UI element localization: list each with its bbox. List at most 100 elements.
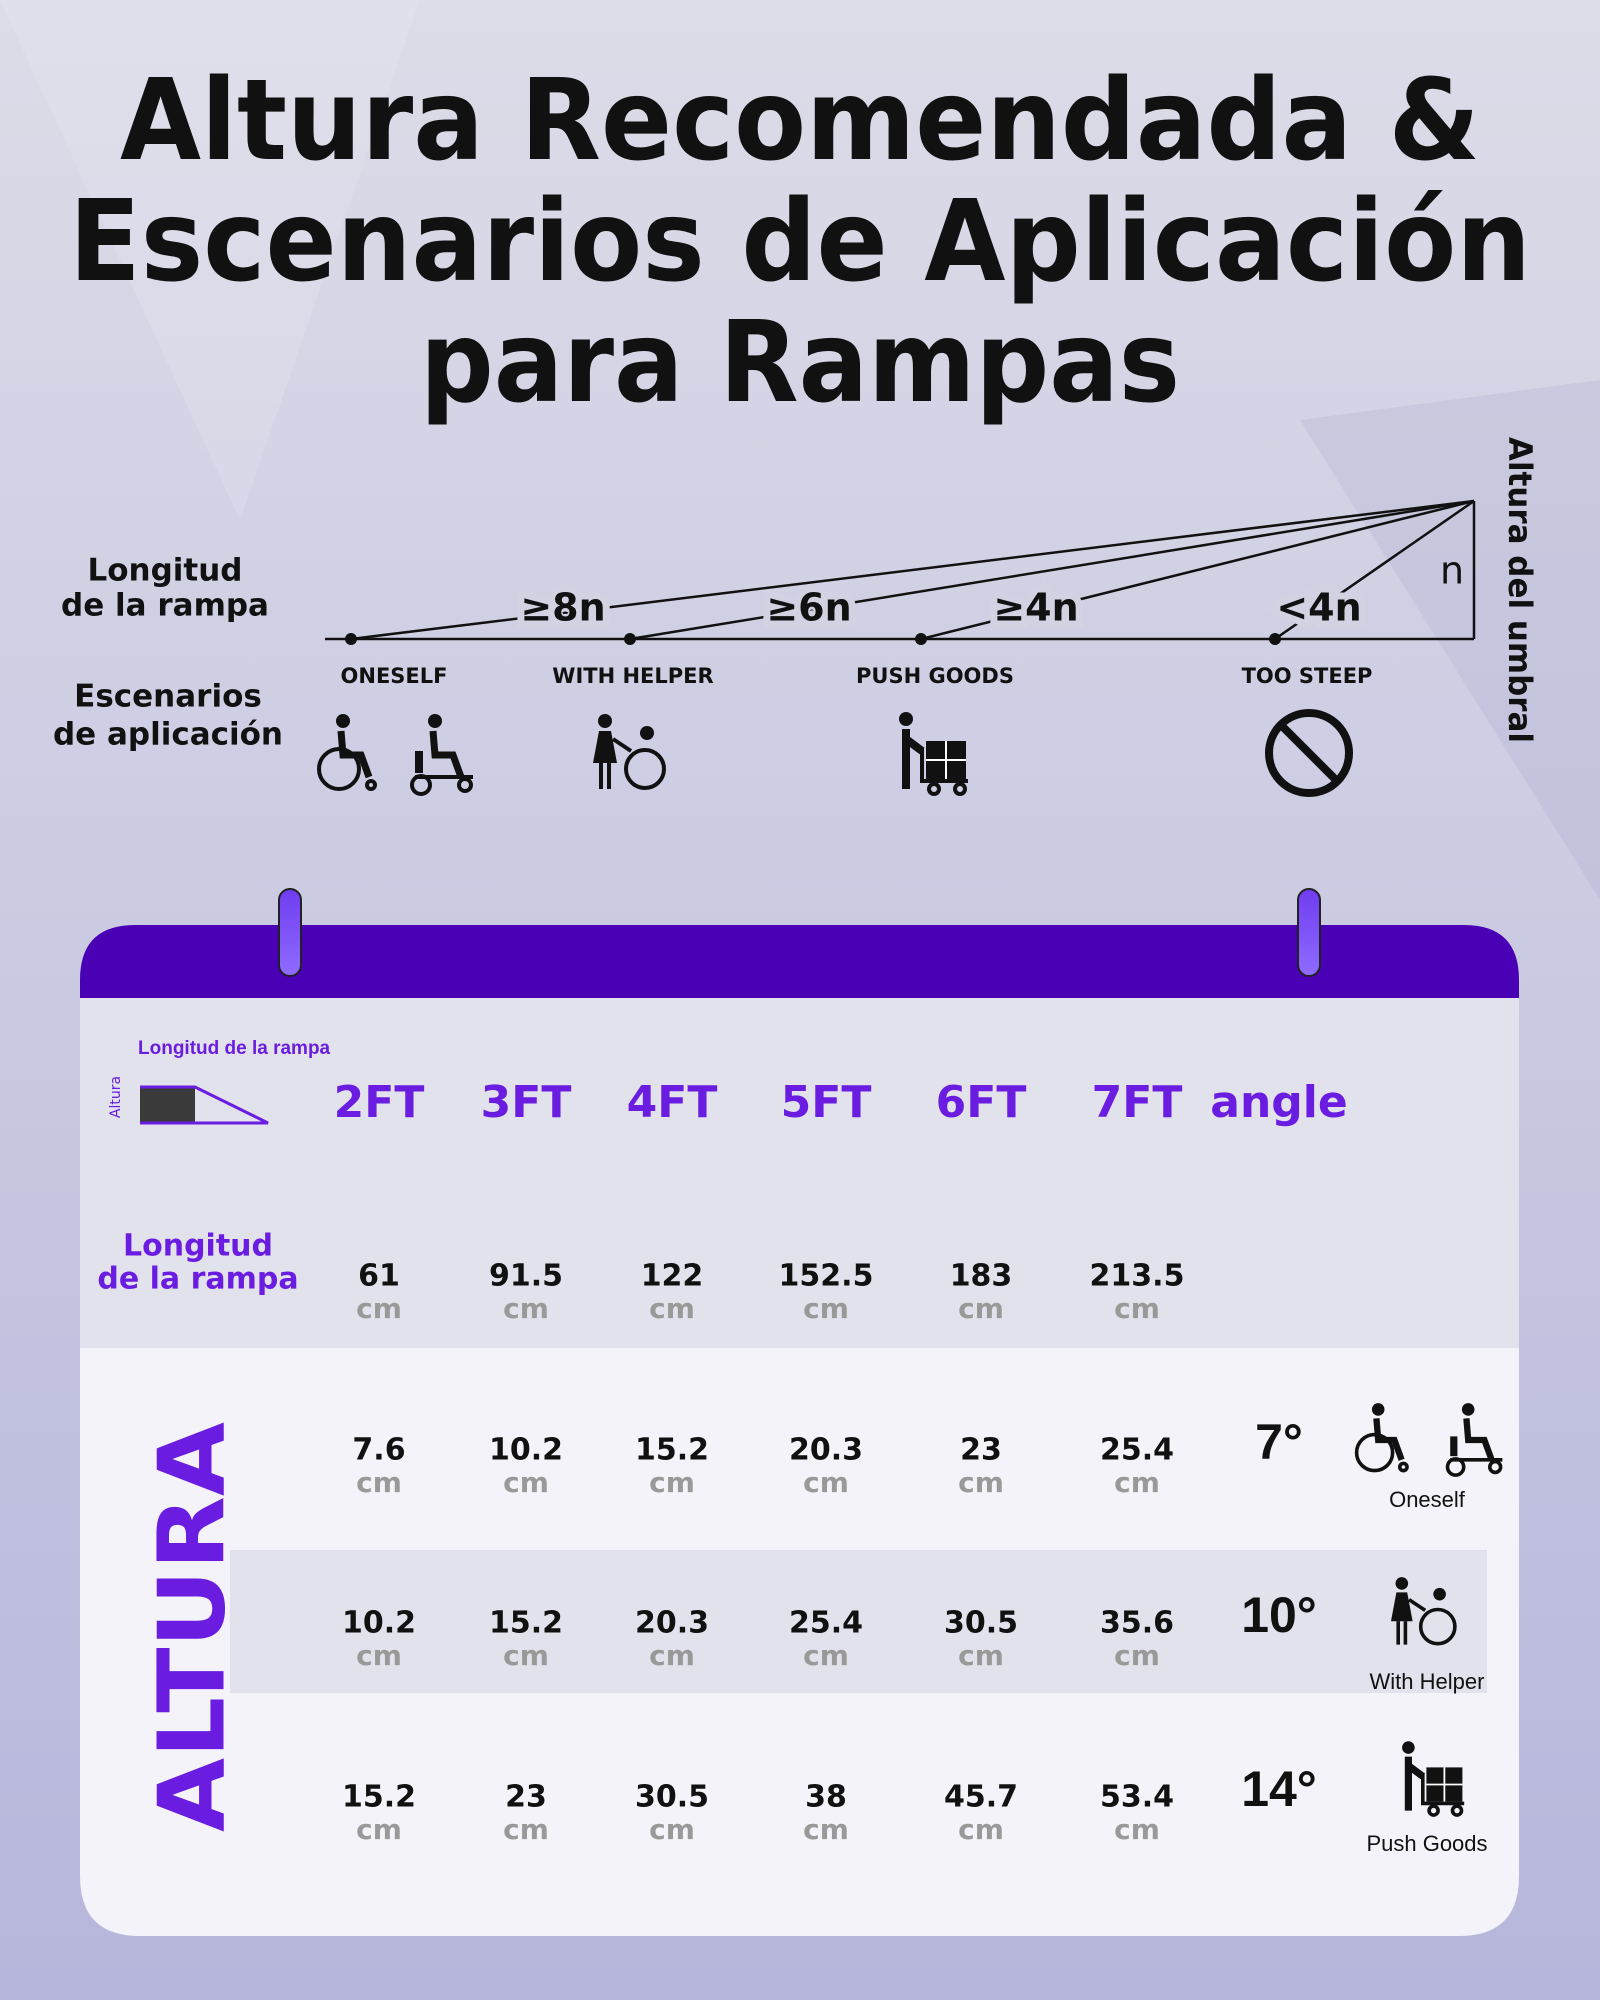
slope-line (350, 499, 1475, 641)
cell-value: 15.2 (342, 1780, 416, 1815)
cell-unit: cm (803, 1466, 849, 1499)
cell-value: 53.4 (1100, 1780, 1174, 1815)
legend-ramp-block (140, 1087, 195, 1123)
peg (278, 888, 302, 977)
title-line: Escenarios de Aplicación (69, 177, 1531, 307)
cell-unit: cm (649, 1813, 695, 1846)
ratio-label: ≥4n (993, 586, 1078, 630)
icon-part (1354, 1432, 1395, 1473)
ramp-point (345, 633, 357, 645)
cell-unit: cm (503, 1639, 549, 1672)
icon-powerchair (410, 714, 473, 796)
title-line: Altura Recomendada & (120, 56, 1480, 186)
icon-part (1426, 1767, 1463, 1802)
row-band (230, 1550, 1487, 1693)
cell-unit: cm (958, 1466, 1004, 1499)
icon-powerchair (1445, 1403, 1503, 1477)
cell-value: 38 (805, 1780, 847, 1815)
cell-unit: cm (958, 1292, 1004, 1325)
icon-part (1427, 1804, 1440, 1817)
column-header: 2FT (334, 1077, 425, 1128)
cell-unit: cm (356, 1639, 402, 1672)
legend-ramp (140, 1085, 269, 1125)
cell-value: 30.5 (944, 1606, 1018, 1641)
cell-value: 23 (505, 1780, 547, 1815)
icon-part (920, 747, 968, 783)
cell-value: 20.3 (635, 1606, 709, 1641)
cell-value: 183 (950, 1259, 1013, 1294)
cell-unit: cm (649, 1466, 695, 1499)
title-line: para Rampas (420, 298, 1180, 428)
cell-value: 15.2 (489, 1606, 563, 1641)
column-header: 6FT (936, 1077, 1027, 1128)
icon-part (365, 779, 377, 791)
cell-unit: cm (1114, 1813, 1160, 1846)
cell-value: 10.2 (489, 1433, 563, 1468)
icon-helper (593, 714, 666, 790)
icon-part (598, 714, 612, 728)
slope-line (629, 499, 1475, 641)
ratio-label: <4n (1276, 586, 1361, 630)
icon-part (1461, 1403, 1475, 1416)
icon-part (415, 751, 423, 773)
cell-value: 20.3 (789, 1433, 863, 1468)
icon-part (927, 782, 941, 796)
icon-part (429, 730, 465, 779)
cell-unit: cm (649, 1292, 695, 1325)
peg (1297, 888, 1321, 977)
cell-unit: cm (958, 1639, 1004, 1672)
cell-value: 122 (641, 1259, 704, 1294)
icon-part (317, 747, 361, 791)
icon-part (899, 712, 913, 726)
cell-value: 23 (960, 1433, 1002, 1468)
icon-part (1420, 1772, 1465, 1806)
icon-part (1278, 722, 1340, 784)
cell-value: 91.5 (489, 1259, 563, 1294)
cell-value: 30.5 (635, 1780, 709, 1815)
cell-unit: cm (503, 1466, 549, 1499)
column-header: 7FT (1092, 1077, 1183, 1128)
cell-unit: cm (356, 1466, 402, 1499)
cell-unit: cm (356, 1292, 402, 1325)
icon-part (1391, 1592, 1413, 1622)
icon-part (1402, 1741, 1415, 1754)
scenario-label: PUSH GOODS (856, 664, 1014, 688)
cell-unit: cm (1114, 1639, 1160, 1672)
ramp-point (915, 633, 927, 645)
icon-part (640, 726, 654, 740)
cell-value: 152.5 (779, 1259, 874, 1294)
icon-part (1404, 1756, 1425, 1811)
cell-value: 61 (358, 1259, 400, 1294)
icon-part (953, 782, 967, 796)
row-scenario: With Helper (1370, 1669, 1485, 1694)
angle: 7° (1255, 1414, 1303, 1470)
icon-part (336, 714, 350, 728)
legend-height: Altura (108, 1076, 124, 1118)
scenarios-label: Escenarios (74, 679, 262, 715)
table-header-band (80, 925, 1519, 1000)
angle: 14° (1241, 1761, 1317, 1817)
icon-part (1450, 1804, 1464, 1817)
icon-part (1395, 1577, 1409, 1590)
length-label: de la rampa (61, 588, 269, 624)
icon-helper (1391, 1577, 1457, 1646)
column-header: 5FT (781, 1077, 872, 1128)
icon-wheelchair (317, 714, 377, 791)
cell-value: 15.2 (635, 1433, 709, 1468)
column-header: 4FT (627, 1077, 718, 1128)
bg-shape (0, 0, 420, 520)
cell-unit: cm (803, 1813, 849, 1846)
ratio-label: ≥8n (520, 586, 605, 630)
cell-unit: cm (1114, 1466, 1160, 1499)
column-header: 3FT (481, 1077, 572, 1128)
icon-part (1433, 1587, 1446, 1601)
cell-unit: cm (803, 1292, 849, 1325)
cell-unit: cm (958, 1813, 1004, 1846)
icon-part (1265, 709, 1353, 797)
icon-forbidden (1265, 709, 1353, 797)
cell-value: 25.4 (789, 1606, 863, 1641)
scenario-label: WITH HELPER (552, 664, 713, 688)
column-header: angle (1210, 1077, 1347, 1128)
cell-value: 7.6 (352, 1433, 405, 1468)
